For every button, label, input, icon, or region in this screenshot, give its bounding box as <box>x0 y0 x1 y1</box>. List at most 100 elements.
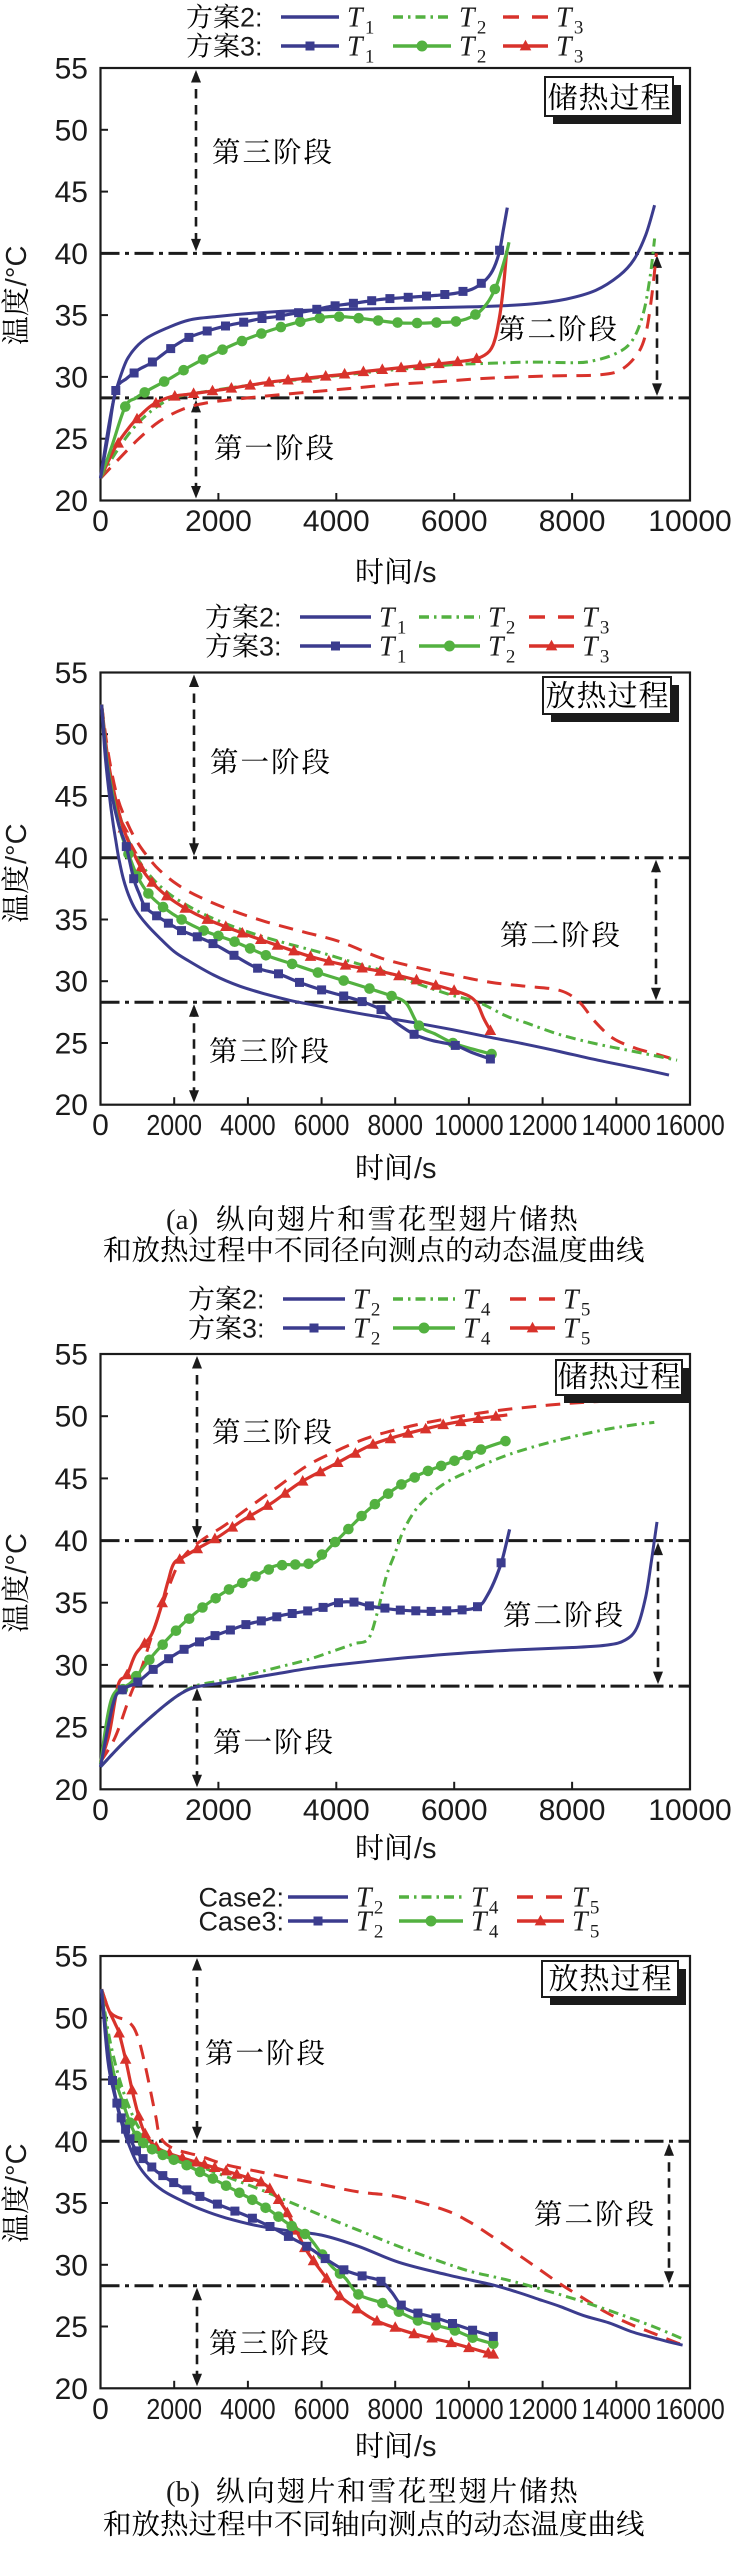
svg-text:T: T <box>356 1907 374 1938</box>
svg-text:25: 25 <box>55 2311 88 2344</box>
svg-text:Case2:: Case2: <box>198 1883 284 1913</box>
svg-text:3:: 3: <box>240 32 263 62</box>
svg-text:40: 40 <box>55 842 88 875</box>
svg-text:2: 2 <box>374 1898 384 1919</box>
svg-text:4000: 4000 <box>220 1110 276 1142</box>
svg-text:3:: 3: <box>259 632 282 662</box>
svg-text:Case3:: Case3: <box>198 1907 284 1937</box>
svg-text:10000: 10000 <box>648 505 731 538</box>
svg-text:25: 25 <box>55 1712 88 1745</box>
svg-text:8000: 8000 <box>539 505 606 538</box>
svg-text:20: 20 <box>55 1089 88 1122</box>
svg-text:30: 30 <box>55 2249 88 2282</box>
svg-text:14000: 14000 <box>582 1110 652 1142</box>
svg-text:1: 1 <box>365 47 375 68</box>
svg-text:50: 50 <box>55 114 88 147</box>
svg-text:T: T <box>459 3 477 34</box>
svg-text:45: 45 <box>55 781 88 814</box>
svg-text:8000: 8000 <box>367 2394 423 2426</box>
svg-text:2: 2 <box>506 647 516 668</box>
svg-text:2000: 2000 <box>146 1110 202 1142</box>
svg-text:16000: 16000 <box>655 1110 725 1142</box>
svg-text:(b): (b) <box>166 2476 200 2508</box>
svg-text:T: T <box>488 632 506 663</box>
svg-text:6000: 6000 <box>294 2394 350 2426</box>
svg-text:2000: 2000 <box>146 2394 202 2426</box>
svg-text:3: 3 <box>600 647 610 668</box>
svg-text:50: 50 <box>55 2002 88 2035</box>
svg-text:T: T <box>471 1883 489 1914</box>
svg-text:T: T <box>379 632 397 663</box>
svg-text:8000: 8000 <box>539 1794 606 1827</box>
svg-text:20: 20 <box>55 485 88 518</box>
svg-text:4000: 4000 <box>220 2394 276 2426</box>
svg-text:4000: 4000 <box>303 1794 370 1827</box>
svg-text:T: T <box>556 32 574 63</box>
svg-text:T: T <box>582 603 600 634</box>
svg-text:T: T <box>572 1883 590 1914</box>
svg-text:40: 40 <box>55 238 88 271</box>
svg-text:40: 40 <box>55 1525 88 1558</box>
svg-text:2:: 2: <box>259 603 282 633</box>
svg-text:T: T <box>582 632 600 663</box>
svg-text:T: T <box>572 1907 590 1938</box>
svg-text:5: 5 <box>581 1300 591 1321</box>
svg-text:/s: /s <box>414 1153 437 1185</box>
svg-text:1: 1 <box>365 18 375 39</box>
svg-text:T: T <box>353 1314 371 1345</box>
svg-text:2: 2 <box>371 1300 381 1321</box>
svg-text:5: 5 <box>590 1898 600 1919</box>
svg-text:0: 0 <box>92 2393 109 2426</box>
svg-text:T: T <box>563 1285 581 1316</box>
svg-text:T: T <box>488 603 506 634</box>
svg-text:T: T <box>379 603 397 634</box>
svg-text:T: T <box>459 32 477 63</box>
svg-text:/°C: /°C <box>1 823 33 864</box>
svg-text:20: 20 <box>55 1774 88 1807</box>
svg-text:2:: 2: <box>240 3 263 33</box>
svg-text:55: 55 <box>55 657 88 690</box>
svg-text:3: 3 <box>600 618 610 639</box>
svg-text:1: 1 <box>397 618 407 639</box>
svg-text:T: T <box>356 1883 374 1914</box>
svg-text:T: T <box>563 1314 581 1345</box>
svg-text:T: T <box>353 1285 371 1316</box>
svg-text:/°C: /°C <box>1 2143 33 2184</box>
svg-text:0: 0 <box>92 505 109 538</box>
svg-text:16000: 16000 <box>655 2394 725 2426</box>
svg-text:4: 4 <box>481 1329 491 1350</box>
svg-text:6000: 6000 <box>294 1110 350 1142</box>
svg-text:2: 2 <box>477 47 487 68</box>
svg-text:30: 30 <box>55 1649 88 1682</box>
svg-text:2: 2 <box>371 1329 381 1350</box>
svg-text:T: T <box>347 32 365 63</box>
svg-text:/°C: /°C <box>1 246 33 287</box>
svg-text:0: 0 <box>92 1109 109 1142</box>
svg-text:0: 0 <box>92 1794 109 1827</box>
svg-text:35: 35 <box>55 300 88 333</box>
svg-text:45: 45 <box>55 176 88 209</box>
svg-text:35: 35 <box>55 904 88 937</box>
svg-text:25: 25 <box>55 423 88 456</box>
svg-text:(a): (a) <box>166 1204 198 1236</box>
svg-text:45: 45 <box>55 2064 88 2097</box>
svg-text:1: 1 <box>397 647 407 668</box>
svg-text:2: 2 <box>506 618 516 639</box>
svg-text:5: 5 <box>581 1329 591 1350</box>
svg-text:/s: /s <box>414 2431 437 2463</box>
svg-text:6000: 6000 <box>421 505 488 538</box>
svg-text:50: 50 <box>55 719 88 752</box>
svg-text:55: 55 <box>55 1339 88 1372</box>
svg-text:12000: 12000 <box>508 2394 578 2426</box>
svg-text:55: 55 <box>55 53 88 86</box>
svg-text:4: 4 <box>481 1300 491 1321</box>
svg-text:55: 55 <box>55 1941 88 1974</box>
svg-text:3:: 3: <box>242 1314 265 1344</box>
svg-text:30: 30 <box>55 361 88 394</box>
svg-text:T: T <box>347 3 365 34</box>
svg-text:45: 45 <box>55 1463 88 1496</box>
svg-text:50: 50 <box>55 1401 88 1434</box>
svg-text:2000: 2000 <box>185 505 252 538</box>
svg-text:10000: 10000 <box>648 1794 731 1827</box>
svg-text:35: 35 <box>55 2188 88 2221</box>
